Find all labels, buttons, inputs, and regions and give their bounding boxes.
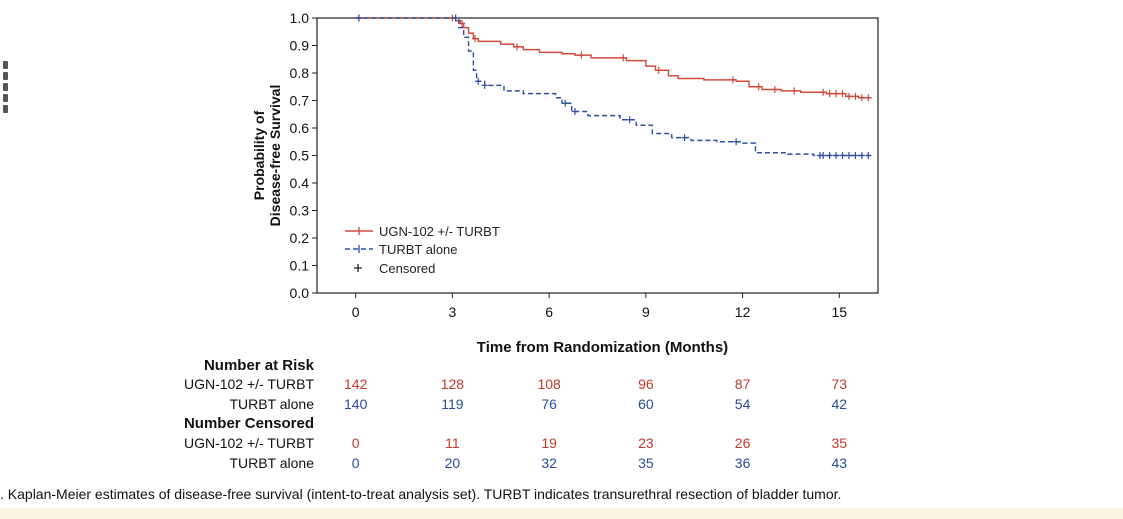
censor-mark-1 <box>571 108 578 115</box>
y-tick-label: 1.0 <box>290 10 310 26</box>
censor-mark-0 <box>791 87 798 95</box>
censor-mark-0 <box>729 76 736 84</box>
risk-value: 0 <box>351 435 360 451</box>
censor-mark-0 <box>852 92 859 100</box>
x-tick-label: 0 <box>352 304 360 320</box>
risk-value: 140 <box>344 396 368 412</box>
y-tick-label: 0.1 <box>290 258 310 274</box>
censor-mark-1 <box>845 152 852 159</box>
y-tick-label: 0.4 <box>290 175 310 191</box>
risk-value: 42 <box>831 396 848 412</box>
legend-censored-symbol <box>354 264 362 272</box>
risk-value: 128 <box>440 376 465 392</box>
risk-value: 23 <box>638 435 654 451</box>
censor-mark-1 <box>562 99 569 107</box>
caption-strip <box>0 508 1123 519</box>
legend-label-1: TURBT alone <box>379 242 458 257</box>
censor-mark-0 <box>839 90 846 98</box>
censor-mark-0 <box>655 66 662 74</box>
censor-mark-0 <box>865 94 872 102</box>
censor-mark-0 <box>459 20 466 27</box>
censor-mark-1 <box>452 14 459 22</box>
legend-label-0: UGN-102 +/- TURBT <box>379 224 500 239</box>
risk-value: 76 <box>541 396 557 412</box>
y-tick-label: 0.9 <box>290 38 310 54</box>
censored-row-label-ugn102: UGN-102 +/- TURBT <box>183 435 314 451</box>
risk-value: 0 <box>351 455 360 471</box>
risk-value: 32 <box>541 455 557 471</box>
censor-mark-1 <box>865 152 872 159</box>
censor-mark-0 <box>755 83 762 91</box>
risk-value: 19 <box>541 435 557 451</box>
censor-mark-1 <box>733 138 740 146</box>
censor-mark-1 <box>833 152 840 159</box>
censor-mark-1 <box>475 77 482 85</box>
y-tick-label: 0.6 <box>290 120 310 136</box>
risk-value: 35 <box>831 435 848 451</box>
y-axis-label-line: Probability of <box>251 110 267 200</box>
risk-value: 11 <box>445 435 460 451</box>
y-axis-label: Probability of Disease-free Survival <box>251 85 283 227</box>
risk-value: 36 <box>734 455 751 471</box>
censor-mark-1 <box>481 81 488 89</box>
risk-value: 96 <box>638 376 654 392</box>
risk-value: 20 <box>444 455 461 471</box>
y-tick-label: 0.8 <box>290 65 310 81</box>
censor-mark-0 <box>620 54 627 62</box>
x-axis-label: Time from Randomization (Months) <box>477 339 728 356</box>
y-tick-label: 0.2 <box>290 230 310 246</box>
censor-mark-1 <box>858 152 865 159</box>
censor-mark-0 <box>578 51 585 59</box>
series-line-1 <box>355 17 872 157</box>
y-tick-label: 0.0 <box>290 285 310 301</box>
risk-value: 142 <box>344 376 368 392</box>
number-at-risk-title: Number at Risk <box>203 357 314 374</box>
censor-mark-0 <box>771 86 778 93</box>
censor-mark-1 <box>839 152 846 159</box>
number-censored-title: Number Censored <box>183 415 314 432</box>
censor-mark-1 <box>681 134 688 142</box>
censor-mark-1 <box>852 152 859 159</box>
x-tick-label: 3 <box>449 304 457 320</box>
censor-mark-0 <box>845 92 852 100</box>
x-tick-label: 9 <box>642 304 650 320</box>
legend-label-2: Censored <box>379 261 435 276</box>
risk-table: Number at Risk UGN-102 +/- TURBT TURBT a… <box>0 357 1123 477</box>
risk-row-label-turbt: TURBT alone <box>229 396 314 412</box>
x-tick-label: 12 <box>735 304 751 320</box>
y-axis-label-line: Disease-free Survival <box>267 85 283 227</box>
series-line-0 <box>355 17 872 99</box>
risk-value: 108 <box>537 376 561 392</box>
censor-mark-1 <box>626 116 633 124</box>
censor-mark-1 <box>355 14 362 22</box>
risk-value: 60 <box>638 396 654 412</box>
x-tick-label: 15 <box>832 304 848 320</box>
censor-mark-0 <box>833 90 840 98</box>
risk-value: 54 <box>734 396 751 412</box>
risk-value: 119 <box>441 396 464 412</box>
censor-mark-1 <box>820 152 827 159</box>
censor-mark-0 <box>826 90 833 98</box>
risk-value: 26 <box>734 435 751 451</box>
y-tick-label: 0.3 <box>290 203 310 219</box>
risk-value: 73 <box>831 376 848 392</box>
censor-mark-0 <box>858 94 865 102</box>
km-chart: 0.0 0.1 0.2 0.3 0.4 0.5 0.6 0.7 0.8 0.9 1.0 0 3 6 9 12 1… <box>251 10 879 356</box>
risk-value: 43 <box>831 455 848 471</box>
figure-caption: . Kaplan-Meier estimates of disease-free… <box>0 486 842 502</box>
risk-value: 35 <box>638 455 654 471</box>
cropped-side-text <box>0 58 10 116</box>
x-tick-label: 6 <box>545 304 553 320</box>
censor-mark-0 <box>471 35 478 43</box>
risk-row-label-ugn102: UGN-102 +/- TURBT <box>183 376 314 392</box>
censor-mark-0 <box>820 88 827 96</box>
censor-mark-1 <box>826 152 833 159</box>
censored-row-label-turbt: TURBT alone <box>229 455 314 471</box>
y-tick-label: 0.5 <box>290 148 310 164</box>
censor-mark-0 <box>513 43 520 51</box>
risk-value: 87 <box>734 376 751 392</box>
y-tick-label: 0.7 <box>290 93 310 109</box>
